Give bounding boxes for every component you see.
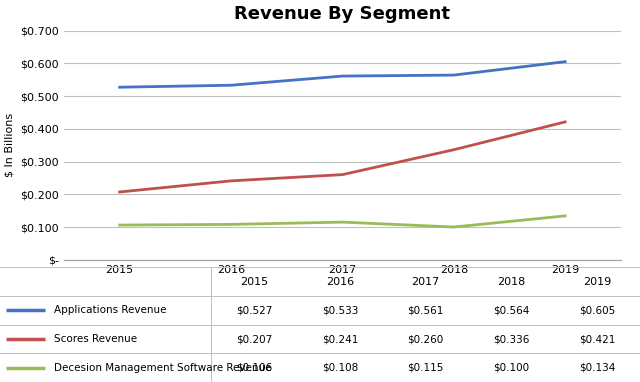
Text: $0.533: $0.533 [322, 305, 358, 316]
Text: $0.241: $0.241 [322, 334, 358, 344]
Title: Revenue By Segment: Revenue By Segment [234, 5, 451, 23]
Text: $0.336: $0.336 [493, 334, 529, 344]
Text: $0.100: $0.100 [493, 363, 529, 373]
Text: 2019: 2019 [583, 277, 611, 287]
Text: $0.207: $0.207 [236, 334, 272, 344]
Text: 2017: 2017 [412, 277, 440, 287]
Text: 2015: 2015 [240, 277, 268, 287]
Text: Decesion Management Software Revenue: Decesion Management Software Revenue [54, 363, 272, 373]
Text: $0.108: $0.108 [322, 363, 358, 373]
Text: $0.421: $0.421 [579, 334, 615, 344]
Text: 2016: 2016 [326, 277, 354, 287]
Text: $0.134: $0.134 [579, 363, 615, 373]
Text: $0.260: $0.260 [408, 334, 444, 344]
Text: $0.527: $0.527 [236, 305, 272, 316]
Text: $0.106: $0.106 [236, 363, 272, 373]
Text: Scores Revenue: Scores Revenue [54, 334, 138, 344]
Text: Applications Revenue: Applications Revenue [54, 305, 167, 316]
Text: 2018: 2018 [497, 277, 525, 287]
Text: $0.561: $0.561 [408, 305, 444, 316]
Text: $0.564: $0.564 [493, 305, 529, 316]
Text: $0.605: $0.605 [579, 305, 615, 316]
Y-axis label: $ In Billions: $ In Billions [5, 113, 15, 177]
Text: $0.115: $0.115 [408, 363, 444, 373]
